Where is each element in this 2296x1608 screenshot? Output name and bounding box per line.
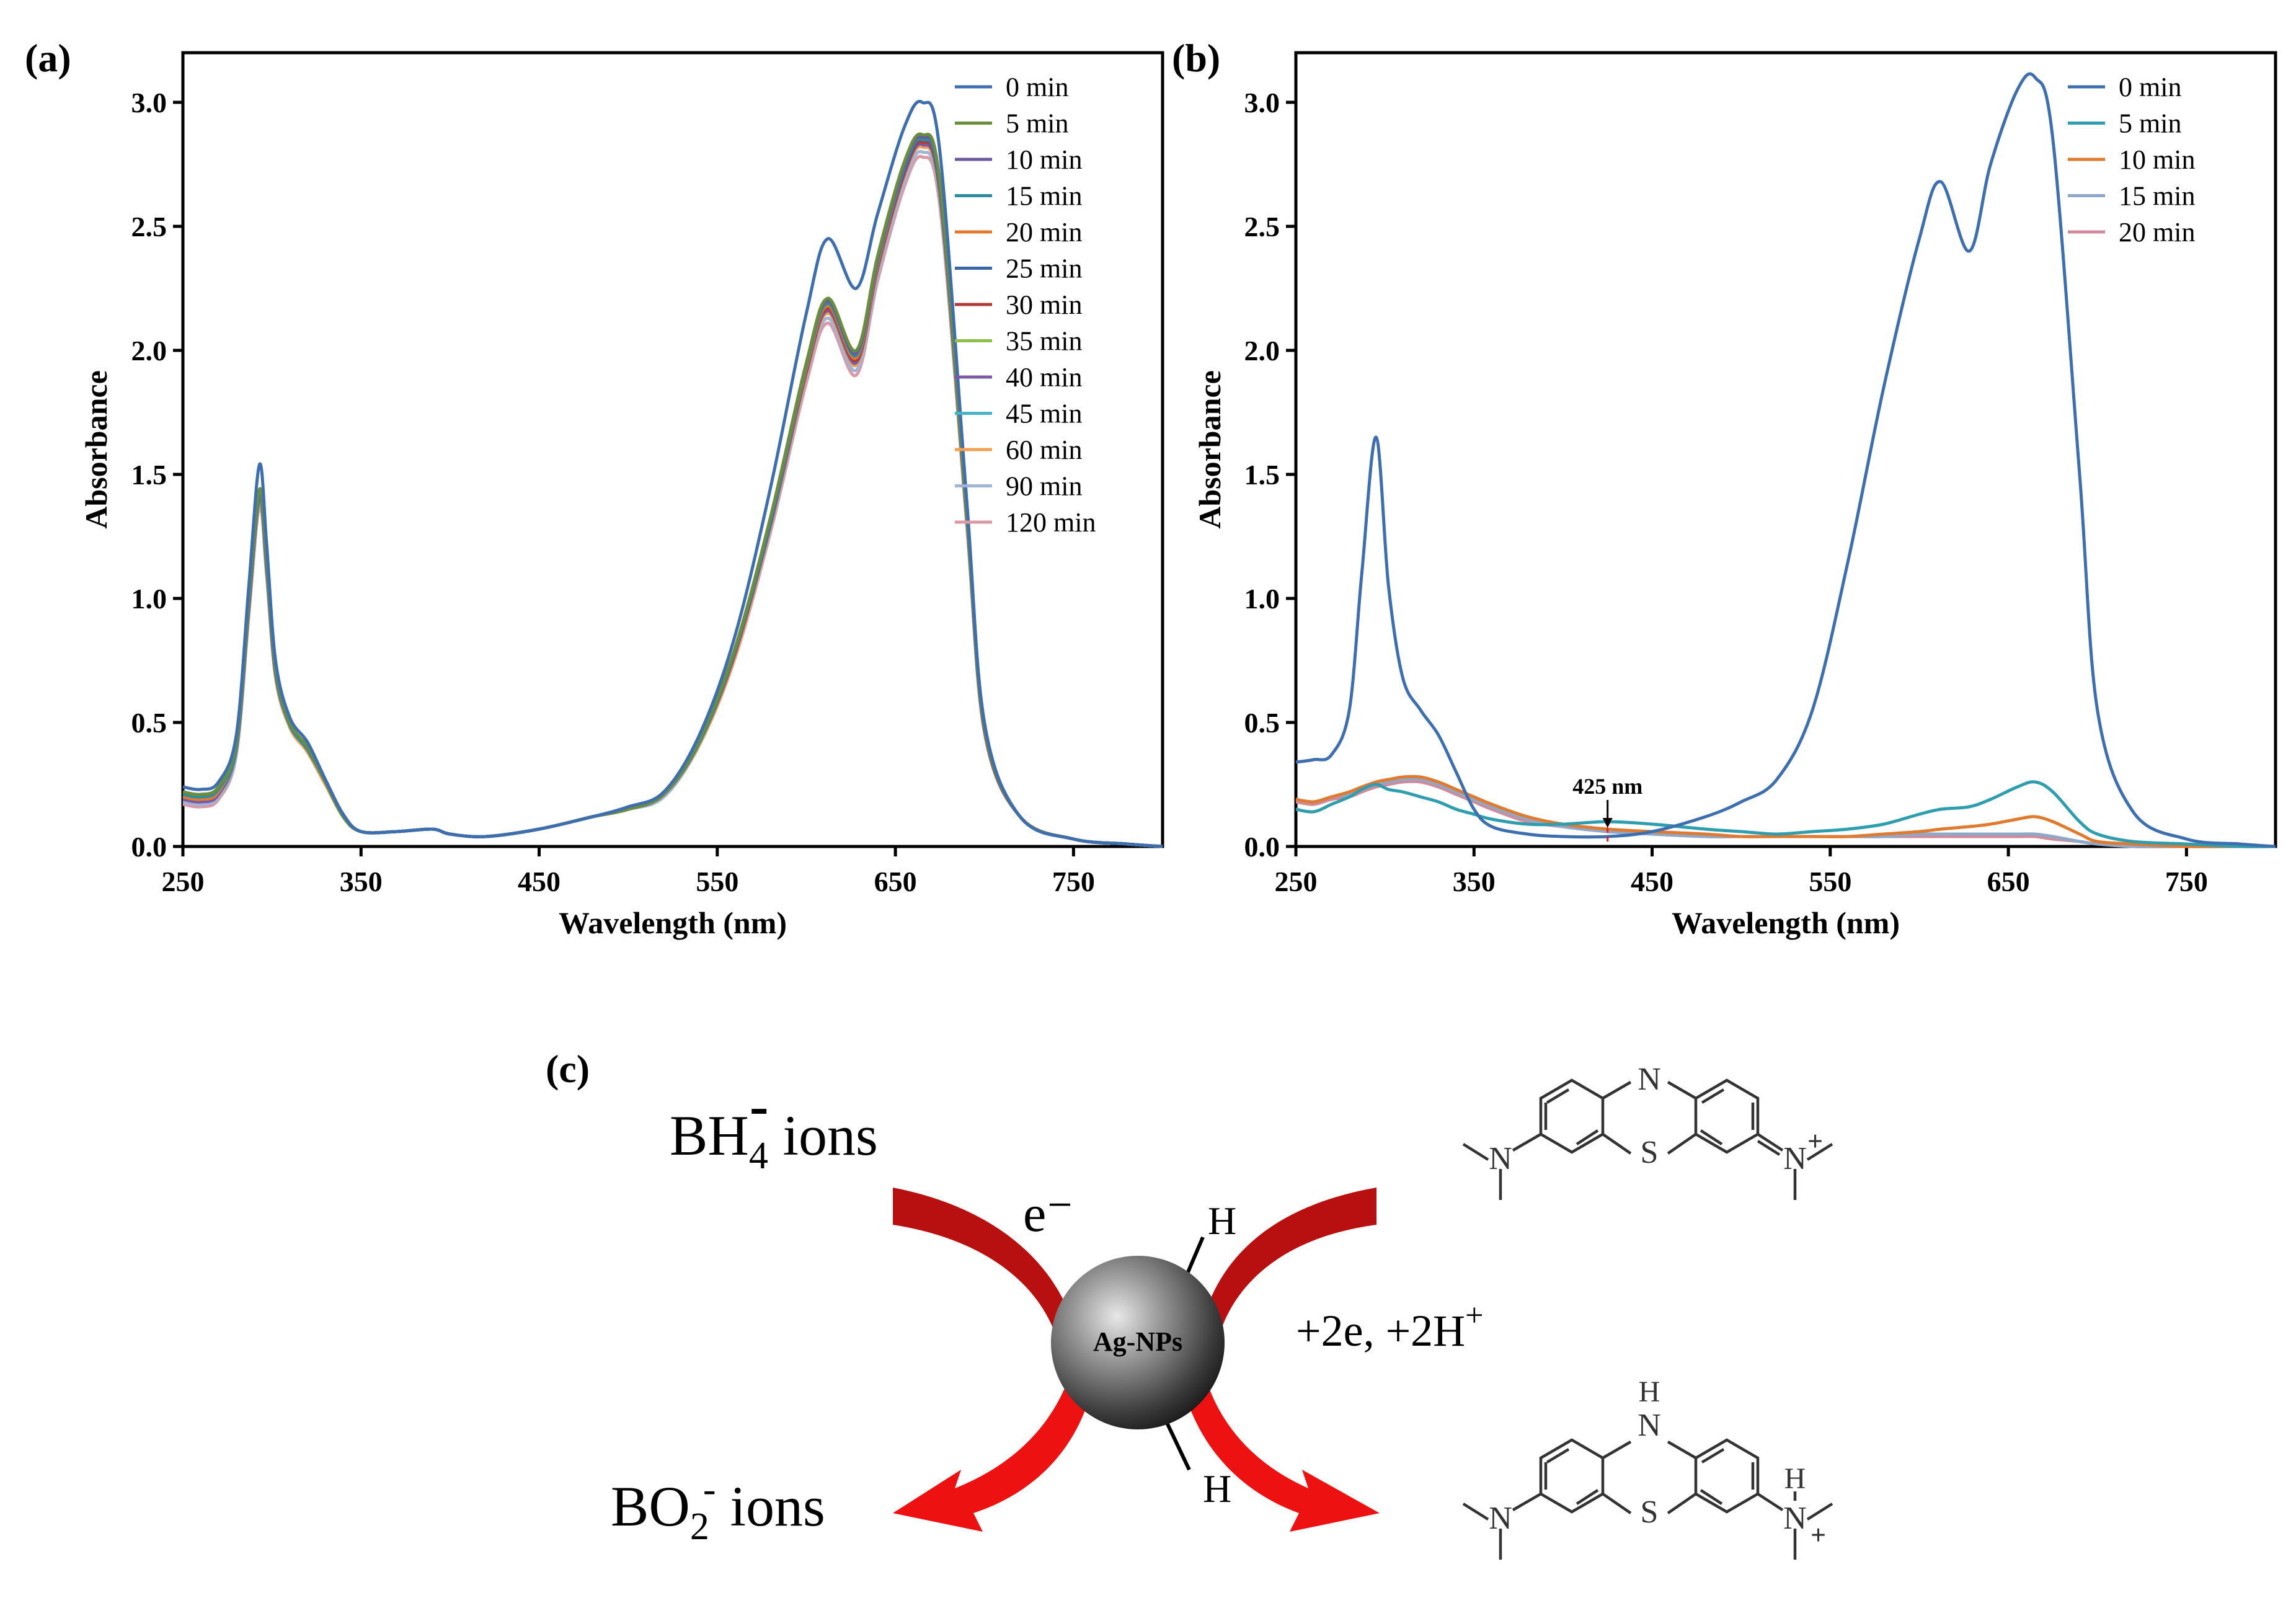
h-top-label: H — [1208, 1199, 1236, 1243]
legend-label: 10 min — [1006, 144, 1082, 175]
x-axis-a: 250 350 450 550 650 750 — [162, 846, 1095, 897]
x-tick-label: 550 — [696, 866, 738, 897]
ag-nanoparticle — [1051, 1256, 1225, 1429]
y-tick-label: 1.0 — [131, 583, 167, 615]
legend-a: 0 min 5 min 10 min 15 min 20 min 25 min 30 min… — [955, 72, 1096, 538]
legend-label: 25 min — [1006, 254, 1082, 284]
legend-label: 20 min — [1006, 217, 1082, 247]
panel-label-c: (c) — [546, 1047, 590, 1091]
arrow-out-left — [893, 1355, 1097, 1532]
leuco-right-h: H — [1784, 1462, 1806, 1495]
y-axis-title-b: Absorbance — [1192, 370, 1227, 529]
leuco-ring-s: S — [1641, 1495, 1659, 1530]
legend-label: 15 min — [1006, 181, 1082, 211]
bh4-ions-label: BH4- ions — [670, 1074, 878, 1177]
annotation-label: 425 nm — [1572, 774, 1642, 799]
x-axis-title-b: Wavelength (nm) — [1672, 905, 1900, 940]
y-tick-label: 2.5 — [1244, 211, 1280, 242]
ag-nps-label: Ag-NPs — [1093, 1326, 1182, 1357]
legend-label: 5 min — [2119, 109, 2181, 139]
legend-label: 40 min — [1006, 362, 1082, 393]
x-tick-label: 350 — [1453, 866, 1496, 897]
arrow-in-right — [1200, 1188, 1376, 1338]
leuco-right-n: N — [1783, 1501, 1807, 1536]
x-tick-label: 750 — [2165, 866, 2208, 897]
x-tick-label: 650 — [1987, 866, 2030, 897]
y-axis-a: 0.0 0.5 1.0 1.5 2.0 2.5 3.0 — [131, 87, 183, 863]
legend-label: 0 min — [1006, 72, 1068, 102]
series-lines-b — [1295, 72, 2276, 848]
legend-label: 35 min — [1006, 326, 1082, 357]
mb-ring-n: N — [1638, 1062, 1661, 1097]
y-tick-label: 1.5 — [1244, 459, 1280, 491]
chart-a: (a) 0.0 0.5 1.0 1.5 2.0 2.5 3.0 250 350 450 550 65… — [25, 36, 1164, 940]
x-tick-label: 250 — [162, 866, 205, 897]
mb-ring-s: S — [1641, 1135, 1659, 1170]
legend-label: 60 min — [1006, 435, 1082, 465]
leuco-ring-h: H — [1639, 1375, 1660, 1408]
x-axis-b: 250 350 450 550 650 750 — [1275, 846, 2208, 897]
y-tick-label: 0.0 — [131, 831, 167, 863]
legend-label: 15 min — [2119, 181, 2195, 211]
chart-b: (b) 0.0 0.5 1.0 1.5 2.0 2.5 3.0 250 350 450 550 65… — [1172, 36, 2277, 940]
legend-label: 20 min — [2119, 217, 2195, 247]
mb-plus: + — [1807, 1126, 1823, 1157]
leuco-ring-n: N — [1638, 1408, 1661, 1443]
panel-label-b: (b) — [1172, 36, 1220, 80]
legend-label: 5 min — [1006, 109, 1068, 139]
y-tick-label: 0.5 — [131, 707, 167, 739]
annotation-425nm: 425 nm — [1572, 774, 1642, 844]
x-tick-label: 750 — [1052, 866, 1095, 897]
legend-label: 30 min — [1006, 290, 1082, 320]
h-bond-bottom — [1164, 1419, 1191, 1471]
y-axis-title-a: Absorbance — [79, 370, 113, 529]
annotation-arrowhead — [1602, 818, 1613, 828]
y-tick-label: 1.0 — [1244, 583, 1280, 615]
series-line — [1295, 780, 2276, 848]
y-tick-label: 2.5 — [131, 211, 167, 242]
series-line — [182, 100, 1163, 848]
x-tick-label: 450 — [518, 866, 561, 897]
x-tick-label: 450 — [1631, 866, 1673, 897]
scheme-c: (c) BH4- ions BO2- ions e⁻ H H Ag-NPs +2… — [546, 1047, 1833, 1560]
legend-label: 90 min — [1006, 471, 1082, 502]
x-axis-title-a: Wavelength (nm) — [559, 905, 787, 940]
mb-left-n: N — [1489, 1141, 1512, 1176]
y-tick-label: 2.0 — [131, 335, 167, 366]
legend-b: 0 min 5 min 10 min 15 min 20 min — [2068, 72, 2195, 247]
h-bottom-label: H — [1203, 1467, 1231, 1511]
y-tick-label: 0.5 — [1244, 707, 1280, 739]
y-tick-label: 3.0 — [1244, 87, 1280, 118]
arrow-in-left — [893, 1188, 1076, 1339]
plot-frame-b — [1294, 51, 2277, 848]
panel-label-a: (a) — [25, 36, 71, 80]
plot-frame-a — [181, 51, 1164, 848]
y-tick-label: 2.0 — [1244, 335, 1280, 366]
legend-label: 45 min — [1006, 399, 1082, 429]
series-line — [1295, 72, 2276, 848]
y-axis-b: 0.0 0.5 1.0 1.5 2.0 2.5 3.0 — [1244, 87, 1296, 863]
mb-right-n: N — [1783, 1141, 1807, 1176]
reaction-condition-label: +2e, +2H+ — [1296, 1298, 1484, 1356]
leuco-plus: + — [1811, 1520, 1826, 1550]
electron-label: e⁻ — [1023, 1185, 1074, 1243]
series-line — [1295, 775, 2276, 848]
leuco-methylene-blue-structure — [1462, 1438, 1833, 1560]
y-tick-label: 0.0 — [1244, 831, 1280, 863]
methylene-blue-structure — [1462, 1078, 1833, 1200]
legend-label: 0 min — [2119, 72, 2181, 102]
y-tick-label: 1.5 — [131, 459, 167, 491]
x-tick-label: 350 — [340, 866, 383, 897]
y-tick-label: 3.0 — [131, 87, 167, 118]
leuco-left-n: N — [1489, 1501, 1512, 1536]
bo2-ions-label: BO2- ions — [611, 1468, 825, 1548]
x-tick-label: 250 — [1275, 866, 1318, 897]
x-tick-label: 650 — [874, 866, 917, 897]
legend-label: 10 min — [2119, 144, 2195, 175]
arrow-out-right — [1178, 1355, 1380, 1532]
x-tick-label: 550 — [1809, 866, 1851, 897]
legend-label: 120 min — [1006, 507, 1096, 538]
